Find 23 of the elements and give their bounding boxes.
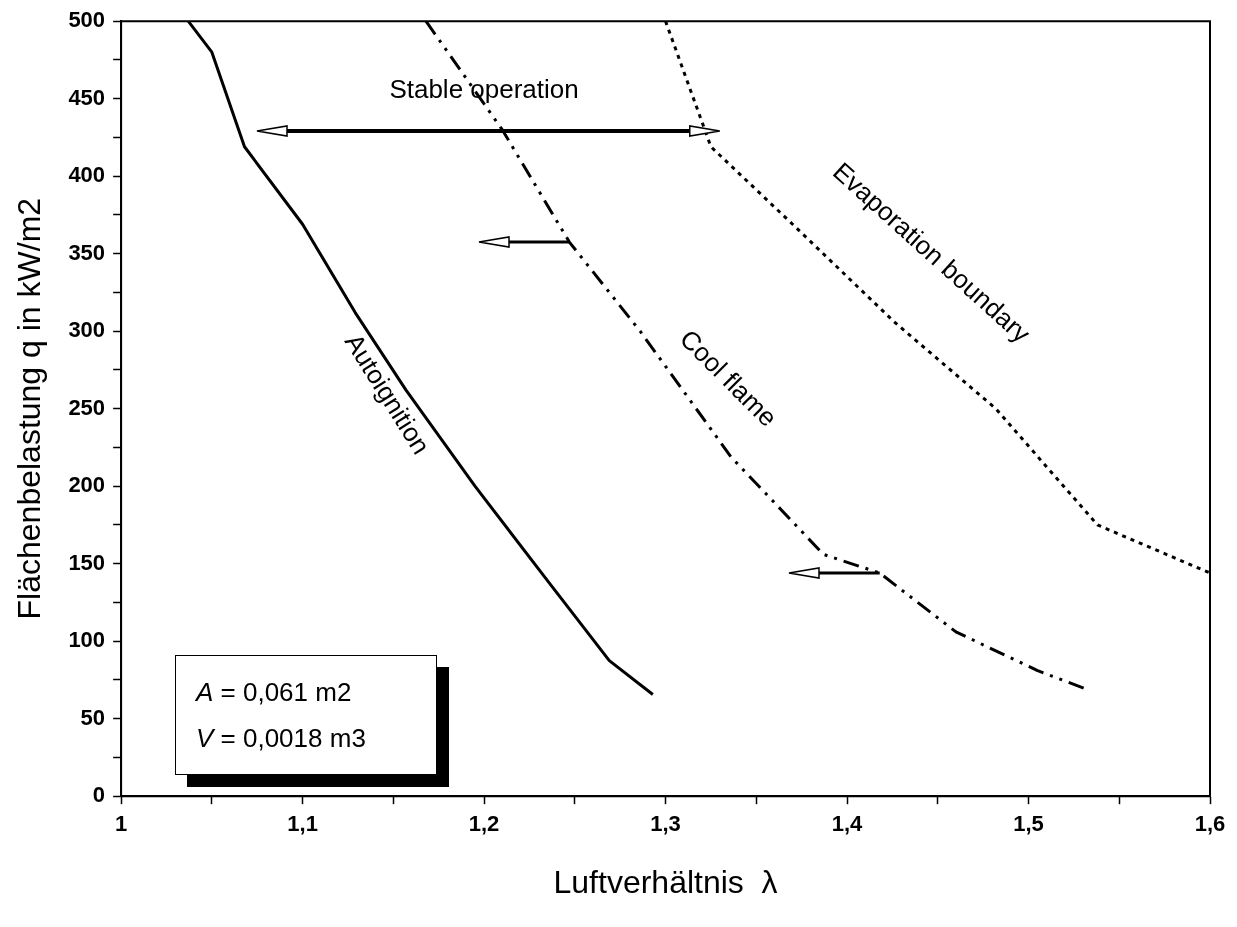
y-tick-label: 350 [68,239,106,265]
x-tick-label: 1,4 [831,811,864,837]
y-tick-label: 300 [68,317,106,343]
x-tick-label: 1 [114,811,128,837]
y-tick-label: 450 [68,84,106,110]
annotation: Stable operation [389,74,579,105]
y-tick-label: 400 [68,162,106,188]
y-tick-label: 500 [68,7,106,33]
y-tick-label: 0 [92,782,106,808]
annotation: V = 0,0018 m3 [196,723,366,753]
annotation: A = 0,061 m2 [196,677,352,707]
y-tick-label: 100 [68,627,106,653]
y-axis-title: Flächenbelastung q in kW/m2 [11,197,48,620]
x-tick-label: 1,6 [1194,811,1226,837]
x-axis-title: Luftverhältnis λ [553,863,778,900]
y-tick-label: 50 [80,704,106,730]
x-tick-label: 1,5 [1013,811,1044,837]
y-tick-label: 200 [68,472,106,498]
x-tick-label: 1,3 [650,811,681,837]
y-tick-label: 150 [68,549,106,575]
x-tick-label: 1,2 [468,811,500,837]
y-tick-label: 250 [68,394,106,420]
x-tick-label: 1,1 [287,811,318,837]
